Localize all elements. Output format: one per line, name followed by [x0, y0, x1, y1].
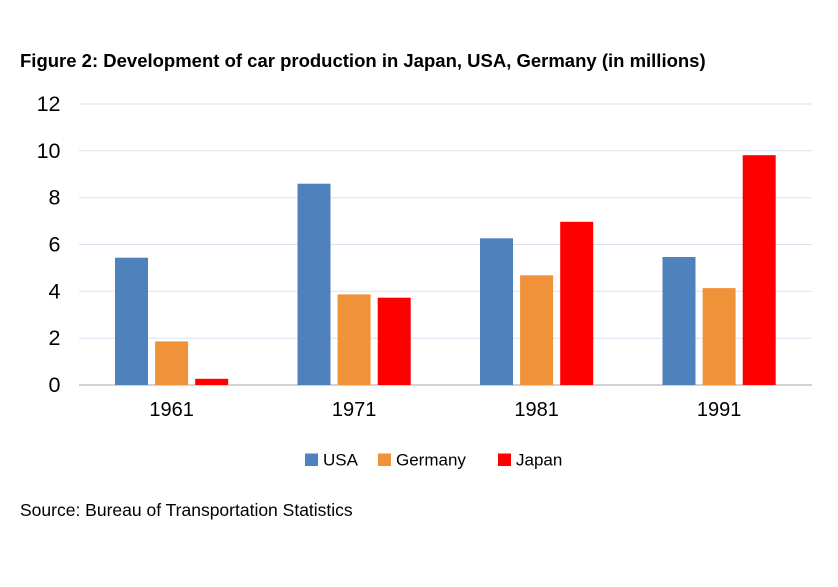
- svg-text:2: 2: [49, 326, 61, 350]
- svg-text:Japan: Japan: [516, 451, 562, 470]
- svg-text:1981: 1981: [514, 399, 559, 421]
- svg-text:4: 4: [49, 279, 61, 303]
- svg-text:12: 12: [37, 92, 61, 116]
- svg-text:1961: 1961: [149, 399, 194, 421]
- svg-text:USA: USA: [323, 451, 359, 470]
- svg-text:10: 10: [37, 139, 61, 163]
- svg-text:1991: 1991: [697, 399, 742, 421]
- svg-text:6: 6: [49, 233, 61, 257]
- svg-text:1971: 1971: [332, 399, 377, 421]
- svg-text:Germany: Germany: [396, 451, 466, 470]
- svg-text:0: 0: [49, 373, 61, 397]
- svg-text:8: 8: [49, 186, 61, 210]
